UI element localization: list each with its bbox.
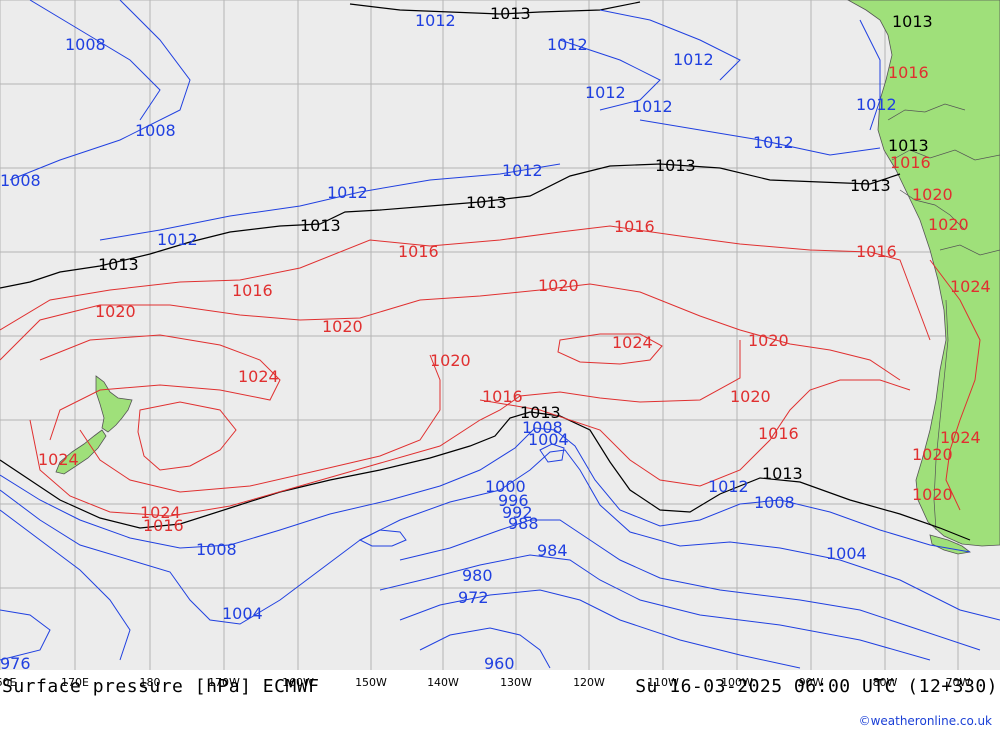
isobar-label: 1013 [520, 403, 561, 422]
isobar-label: 1008 [135, 121, 176, 140]
isobar-label: 1024 [38, 450, 79, 469]
isobar-label: 1024 [612, 333, 653, 352]
longitude-label: 100W [721, 676, 753, 689]
isobar-label: 1008 [754, 493, 795, 512]
isobar-label: 1020 [912, 445, 953, 464]
longitude-label: 90W [798, 676, 824, 689]
isobar-label: 1013 [888, 136, 929, 155]
isobar-label: 992 [502, 503, 533, 522]
isobar-label: 1024 [140, 503, 181, 522]
longitude-label: 130W [500, 676, 532, 689]
isobar-label: 1016 [143, 516, 184, 535]
isobar-label: 1008 [522, 418, 563, 437]
isobar-label: 1012 [327, 183, 368, 202]
isobar-label: 1013 [466, 193, 507, 212]
country-borders [887, 103, 1000, 531]
isobar-label: 1020 [430, 351, 471, 370]
isobar-label: 1008 [196, 540, 237, 559]
isobar-label: 1020 [730, 387, 771, 406]
isobars-high [0, 225, 981, 517]
longitude-label: 110W [647, 676, 679, 689]
isobar-label: 1013 [300, 216, 341, 235]
isobar-label: 1020 [538, 276, 579, 295]
isobar-label: 972 [458, 588, 489, 607]
isobar-label: 1020 [912, 185, 953, 204]
isobar-label: 1004 [826, 544, 867, 563]
longitude-label: 170E [61, 676, 89, 689]
isobar-label: 980 [462, 566, 493, 585]
isobar-label: 1016 [398, 242, 439, 261]
isobar-label: 1012 [753, 133, 794, 152]
isobar-label: 1016 [890, 153, 931, 172]
longitude-label: 120W [573, 676, 605, 689]
isobar-label: 1012 [157, 230, 198, 249]
isobar-labels-low: 1012 1012 1012 1012 1012 1012 1012 1012 … [0, 11, 897, 670]
isobar-label: 1012 [547, 35, 588, 54]
isobar-label: 1020 [748, 331, 789, 350]
isobar-label: 1016 [888, 63, 929, 82]
isobar-label: 1013 [490, 4, 531, 23]
isobar-label: 1024 [238, 367, 279, 386]
tierra-del-fuego [929, 534, 971, 555]
isobar-label: 1012 [415, 11, 456, 30]
longitude-label: 150W [355, 676, 387, 689]
isobar-label: 1012 [708, 477, 749, 496]
isobar-label: 988 [508, 514, 539, 533]
new-zealand-south-island [55, 429, 107, 475]
isobar-label: 976 [0, 654, 31, 670]
isobar-label: 1024 [940, 428, 981, 447]
map-title: Surface pressure [hPa] ECMWF [2, 676, 320, 697]
longitude-label: 160W [282, 676, 314, 689]
isobar-label: 1012 [502, 161, 543, 180]
isobar-label: 1008 [0, 171, 41, 190]
longitude-label: 180 [139, 676, 161, 689]
longitude-gridlines [0, 0, 959, 670]
isobar-label: 1013 [762, 464, 803, 483]
isobar-label: 1012 [585, 83, 626, 102]
isobar-label: 1004 [222, 604, 263, 623]
longitude-label: 140W [427, 676, 459, 689]
isobar-label: 1000 [485, 477, 526, 496]
isobar-label: 984 [537, 541, 568, 560]
isobar-label: 1020 [928, 215, 969, 234]
credit-link[interactable]: ©weatheronline.co.uk [858, 714, 992, 728]
longitude-label: 80W [872, 676, 898, 689]
isobars-low [0, 0, 1000, 669]
isobar-label: 1013 [655, 156, 696, 175]
isobar-label: 996 [498, 491, 529, 510]
longitude-label: 170W [208, 676, 240, 689]
latitude-gridlines [0, 0, 1000, 589]
isobar-label: 1016 [614, 217, 655, 236]
pressure-map: 1013 1013 1013 1013 1013 1013 1013 1013 … [0, 0, 1000, 670]
isobar-label: 960 [484, 654, 515, 670]
isobar-label: 1016 [232, 281, 273, 300]
isobar-label: 1016 [758, 424, 799, 443]
isobar-label: 1012 [632, 97, 673, 116]
isobar-label: 1020 [912, 485, 953, 504]
valid-time: Su 16-03-2025 06:00 UTC (12+330) [635, 676, 998, 697]
isobar-label: 1004 [528, 430, 569, 449]
isobar-label: 1013 [892, 12, 933, 31]
isobar-label: 1020 [95, 302, 136, 321]
isobar-label: 1013 [850, 176, 891, 195]
isobar-label: 1024 [950, 277, 991, 296]
isobar-label: 1012 [856, 95, 897, 114]
isobar-label: 1013 [98, 255, 139, 274]
isobar-label: 1016 [856, 242, 897, 261]
isobar-label: 1012 [673, 50, 714, 69]
isobar-label: 1016 [482, 387, 523, 406]
isobar-label: 1008 [65, 35, 106, 54]
isobar-labels-reference: 1013 1013 1013 1013 1013 1013 1013 1013 … [98, 4, 933, 483]
longitude-label: 60E [0, 676, 17, 689]
isobar-label: 1020 [322, 317, 363, 336]
south-america [847, 0, 1000, 547]
isobar-labels-high: 1016 1016 1016 1016 1016 1016 1016 1016 … [38, 63, 991, 535]
longitude-label: 70W [945, 676, 971, 689]
